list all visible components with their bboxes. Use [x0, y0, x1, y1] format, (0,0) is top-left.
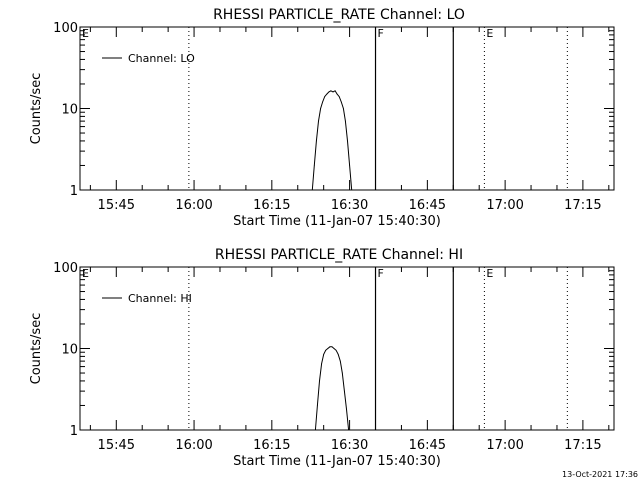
x-tick-label: 17:00: [486, 438, 523, 453]
x-tick-label: 17:00: [486, 198, 523, 213]
data-point: [321, 363, 322, 365]
data-point: [349, 165, 350, 166]
chart-panel-2: RHESSI PARTICLE_RATE Channel: HI 1 10 100 Co…: [29, 247, 615, 469]
x-tick-label: 15:45: [98, 198, 135, 213]
x-tick-label: 16:30: [331, 438, 368, 453]
data-point: [327, 348, 329, 349]
x-tick-label: 16:45: [409, 198, 446, 213]
event-marker-label: F: [378, 27, 384, 40]
x-tick-label: 16:00: [175, 198, 212, 213]
series-line: [314, 346, 350, 431]
x-tick-label: 16:15: [253, 198, 290, 213]
y-tick-label: 1: [70, 424, 78, 439]
event-marker-label: E: [486, 267, 493, 280]
x-tick-label: 16:30: [331, 198, 368, 213]
x-axis-label: Start Time (11-Jan-07 15:40:30): [233, 454, 441, 469]
data-point: [320, 108, 321, 109]
data-point: [347, 140, 348, 142]
data-point: [344, 390, 345, 392]
data-point: [337, 353, 339, 355]
data-point: [333, 348, 335, 349]
footer-timestamp: 13-Oct-2021 17:36: [562, 470, 638, 479]
data-point: [336, 93, 338, 95]
event-marker-label: E: [486, 27, 493, 40]
data-point: [323, 353, 325, 355]
data-point: [341, 372, 343, 374]
data-point: [319, 380, 320, 382]
data-point: [346, 408, 347, 410]
x-tick-label: 17:15: [564, 198, 601, 213]
data-point: [335, 349, 337, 351]
data-point: [348, 429, 349, 431]
data-point: [329, 346, 331, 348]
y-tick-label: 10: [61, 103, 78, 118]
data-point: [318, 120, 319, 122]
event-marker-label: E: [82, 27, 89, 40]
data-point: [325, 349, 327, 351]
x-tick-label: 16:15: [253, 438, 290, 453]
y-axis-label: Counts/sec: [29, 313, 44, 385]
data-point: [345, 120, 346, 122]
data-point: [316, 140, 317, 142]
series-line: [311, 90, 353, 191]
chart-title: RHESSI PARTICLE_RATE Channel: HI: [215, 247, 463, 263]
data-point: [351, 189, 353, 191]
data-point: [338, 96, 340, 97]
data-point: [313, 165, 315, 166]
y-axis-label: Counts/sec: [29, 73, 44, 145]
data-point: [328, 91, 330, 93]
data-point: [339, 360, 341, 362]
chart-panel-1: RHESSI PARTICLE_RATE Channel: LO 1 10 100 Co…: [29, 7, 615, 229]
data-point: [340, 101, 342, 103]
data-point: [311, 189, 313, 191]
data-point: [314, 429, 316, 431]
event-marker-label: E: [82, 267, 89, 280]
y-tick-label: 10: [61, 343, 78, 358]
x-tick-label: 15:45: [98, 438, 135, 453]
data-point: [322, 101, 324, 103]
legend-label: Channel: HI: [128, 292, 192, 305]
data-point: [324, 96, 326, 97]
data-point: [317, 405, 318, 406]
x-tick-label: 17:15: [564, 438, 601, 453]
chart-title: RHESSI PARTICLE_RATE Channel: LO: [213, 7, 465, 23]
data-point: [326, 93, 328, 95]
y-tick-label: 1: [70, 184, 78, 199]
event-marker-label: F: [378, 267, 384, 280]
data-point: [342, 108, 344, 109]
data-point: [334, 90, 336, 92]
y-tick-label: 100: [53, 261, 78, 276]
x-tick-label: 16:00: [175, 438, 212, 453]
x-tick-label: 16:45: [409, 438, 446, 453]
legend-label: Channel: LO: [128, 52, 195, 65]
data-point: [330, 90, 332, 92]
data-point: [331, 346, 333, 348]
data-point: [332, 91, 334, 93]
y-tick-label: 100: [53, 21, 78, 36]
x-axis-label: Start Time (11-Jan-07 15:40:30): [233, 214, 441, 229]
